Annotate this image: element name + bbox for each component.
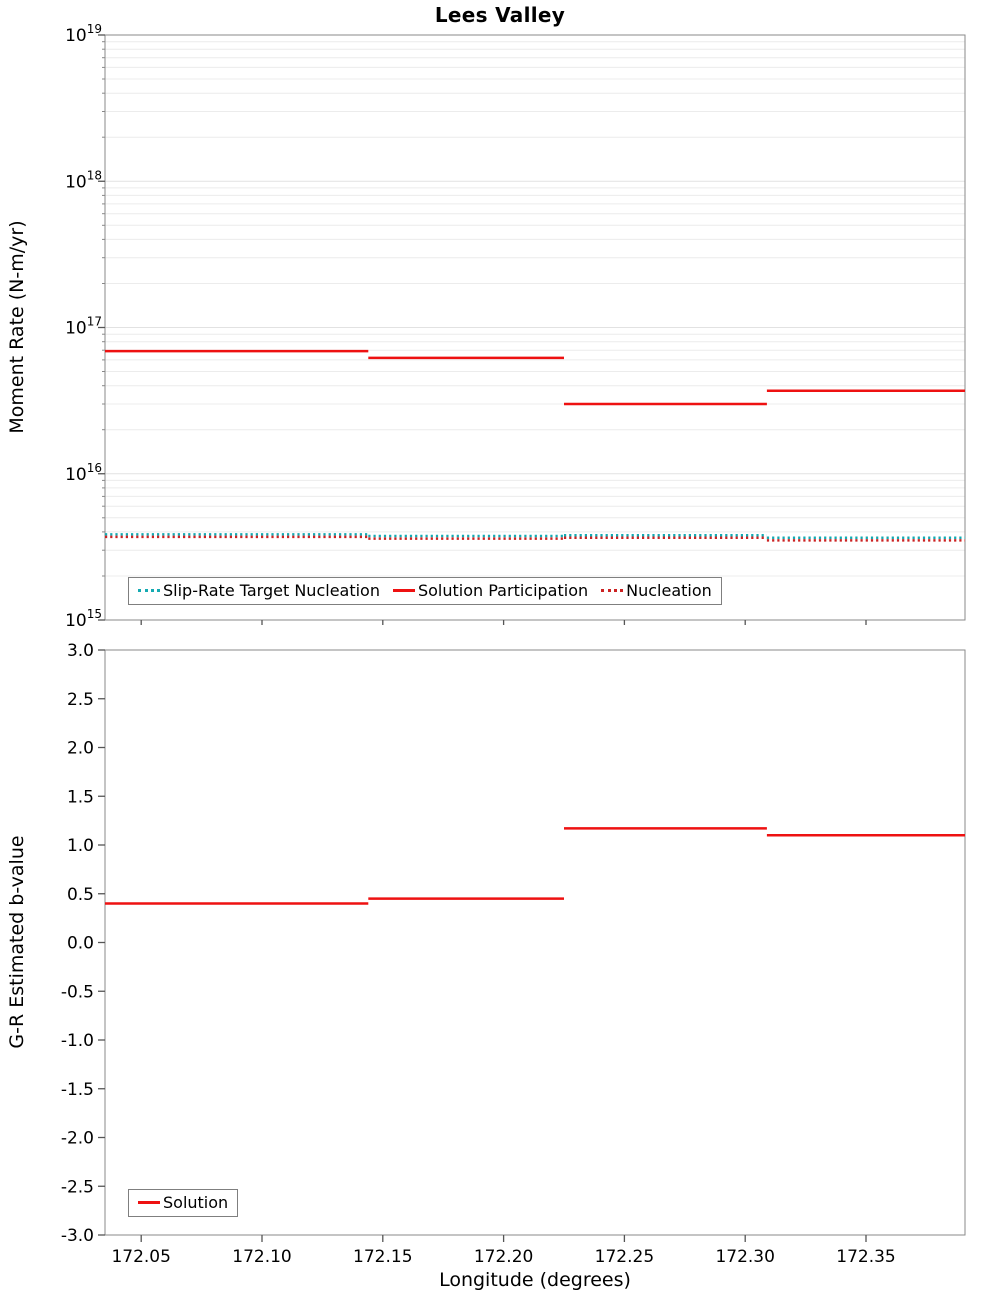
legend-item-nucleation: Nucleation [601,581,712,600]
y-tick-label: -1.0 [61,1031,94,1051]
x-tick-label: 172.05 [111,1247,170,1267]
gridlines [105,41,965,577]
x-tick-label: 172.20 [474,1247,533,1267]
y-tick-label: 2.5 [67,690,94,710]
x-tick-label: 172.25 [595,1247,654,1267]
legend-item-solution: Solution [138,1193,228,1212]
plot-border [104,649,966,1236]
legend-item-slip-rate-target-nucleation: Slip-Rate Target Nucleation [138,581,380,600]
solid-line-swatch [392,589,415,592]
solid-line-swatch [138,1201,160,1204]
y-tick-label: 1016 [65,461,102,485]
x-tick-label: 172.10 [232,1247,291,1267]
series-solution-participation [105,349,965,406]
chart-title: Lees Valley [434,3,566,27]
y-tick-label: -2.0 [61,1129,94,1149]
y-tick-label: 1017 [65,315,102,339]
axis-ticks [98,34,867,625]
moment-rate-chart: 1015 1016 1017 1018 1019 [65,22,966,631]
y-tick-label: 2.0 [67,739,94,759]
y-tick-label: -2.5 [61,1177,94,1197]
x-tick-label: 172.30 [715,1247,774,1267]
longitude-axis-label: Longitude (degrees) [439,1269,631,1291]
y-tick-label: 1018 [65,168,102,192]
y-tick-label: 1.0 [67,836,94,856]
legend-item-solution-participation: Solution Participation [392,581,589,600]
series-slip-rate-target-nucleation [105,533,965,540]
tick-labels: 1015 1016 1017 1018 1019 [65,22,102,631]
dotted-line-swatch [138,589,160,592]
y-tick-label: 1015 [65,607,102,631]
legend-label: Nucleation [626,581,712,600]
y-tick-label: -1.5 [61,1080,94,1100]
y-tick-label: 1.5 [67,787,94,807]
x-tick-label: 172.15 [353,1247,412,1267]
y-tick-label: 3.0 [67,641,94,661]
y-tick-label: 0.0 [67,934,94,954]
axis-ticks [98,649,867,1242]
b-value-axis-label: G-R Estimated b-value [6,835,28,1049]
y-tick-label: 1019 [65,22,102,46]
legend-label: Solution Participation [417,581,589,600]
tick-labels: 3.0 2.5 2.0 1.5 1.0 0.5 0.0 -0.5 -1.0 -1.5 -2.0 -2.… [61,641,896,1267]
y-tick-label: -0.5 [61,982,94,1002]
y-tick-label: -3.0 [61,1226,94,1246]
b-value-legend: Solution [128,1189,239,1217]
moment-rate-legend: Slip-Rate Target Nucleation Solution Part… [128,577,722,605]
legend-label: Solution [163,1193,229,1212]
x-tick-label: 172.35 [836,1247,895,1267]
dotted-line-swatch [601,589,624,592]
y-tick-label: 0.5 [67,885,94,905]
moment-rate-axis-label: Moment Rate (N-m/yr) [6,220,28,434]
series-nucleation [105,535,965,542]
legend-label: Slip-Rate Target Nucleation [163,581,380,600]
series-solution [105,827,965,905]
b-value-chart: 3.0 2.5 2.0 1.5 1.0 0.5 0.0 -0.5 -1.0 -1.5 -2.0 -2.… [61,641,966,1267]
